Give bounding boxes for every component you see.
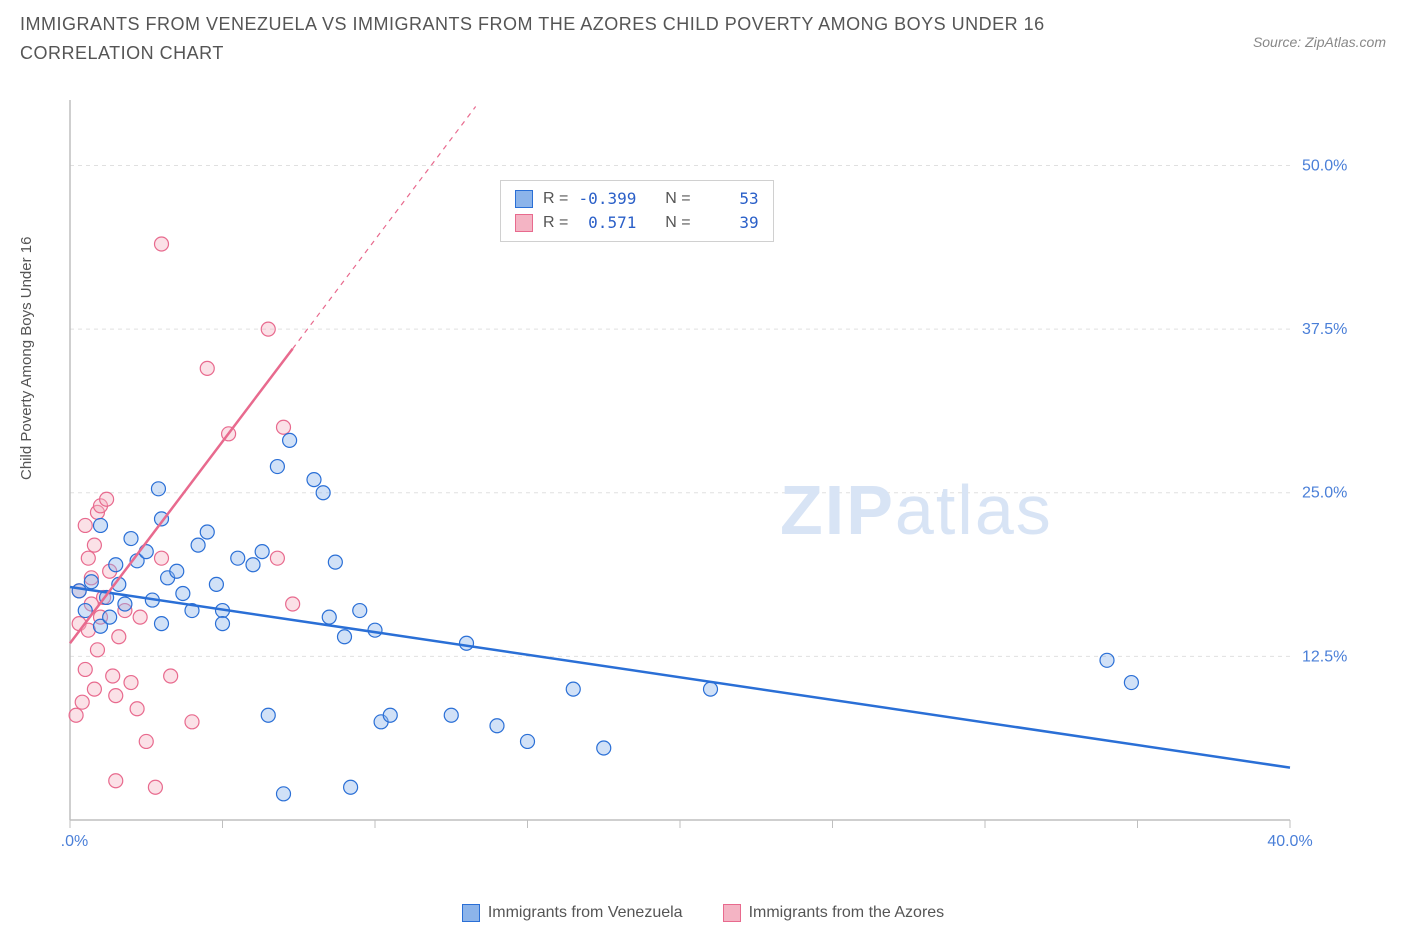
swatch-azores [515,214,533,232]
chart-area: 12.5%25.0%37.5%50.0%0.0%40.0% ZIPatlas R… [60,90,1360,860]
swatch-venezuela [515,190,533,208]
svg-text:37.5%: 37.5% [1302,321,1347,338]
stats-row-azores: R = 0.571 N = 39 [515,211,759,235]
chart-title: IMMIGRANTS FROM VENEZUELA VS IMMIGRANTS … [20,10,1140,68]
svg-text:0.0%: 0.0% [60,833,88,850]
n-label: N = [665,211,690,235]
svg-text:25.0%: 25.0% [1302,485,1347,502]
stats-row-venezuela: R = -0.399 N = 53 [515,187,759,211]
bottom-legend: Immigrants from Venezuela Immigrants fro… [0,904,1406,922]
n-label: N = [665,187,690,211]
n-value-venezuela: 53 [701,187,759,211]
swatch-venezuela [462,904,480,922]
r-value-azores: 0.571 [578,211,636,235]
legend-label-venezuela: Immigrants from Venezuela [488,904,683,922]
source-label: Source: ZipAtlas.com [1253,34,1386,50]
swatch-azores [723,904,741,922]
legend-item-venezuela: Immigrants from Venezuela [462,904,683,922]
r-value-venezuela: -0.399 [578,187,636,211]
y-axis-label: Child Poverty Among Boys Under 16 [18,237,35,480]
legend-label-azores: Immigrants from the Azores [749,904,945,922]
r-label: R = [543,187,568,211]
svg-text:40.0%: 40.0% [1267,833,1312,850]
legend-item-azores: Immigrants from the Azores [723,904,945,922]
stats-legend: R = -0.399 N = 53 R = 0.571 N = 39 [500,180,774,242]
n-value-azores: 39 [701,211,759,235]
svg-text:12.5%: 12.5% [1302,648,1347,665]
r-label: R = [543,211,568,235]
svg-text:50.0%: 50.0% [1302,157,1347,174]
header-row: IMMIGRANTS FROM VENEZUELA VS IMMIGRANTS … [0,0,1406,68]
